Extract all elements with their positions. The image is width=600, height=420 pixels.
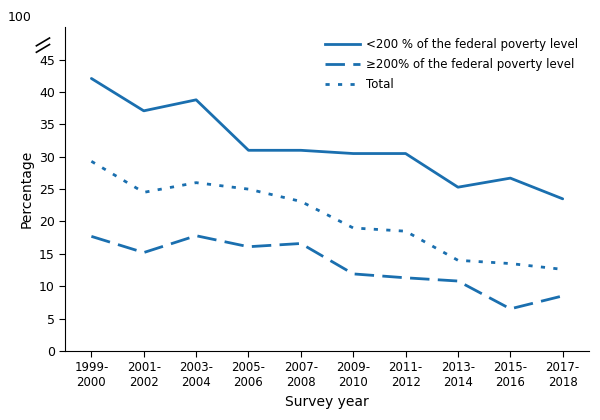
Legend: <200 % of the federal poverty level, ≥200% of the federal poverty level, Total: <200 % of the federal poverty level, ≥20… [320,33,583,96]
Text: 100: 100 [7,11,31,24]
X-axis label: Survey year: Survey year [285,395,369,409]
Y-axis label: Percentage: Percentage [19,150,34,228]
